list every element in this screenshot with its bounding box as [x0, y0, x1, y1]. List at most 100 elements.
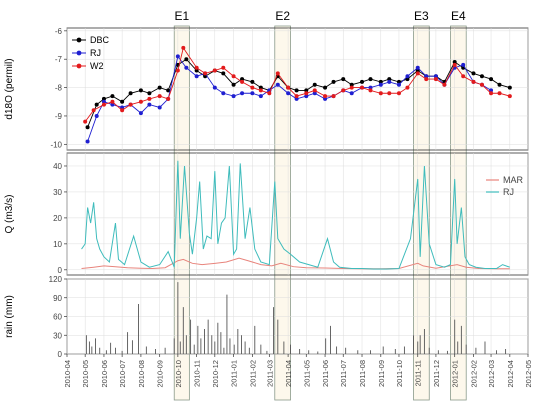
y-tick-label: 0: [58, 350, 63, 359]
data-point: [415, 68, 420, 73]
data-point: [212, 85, 217, 90]
x-tick-label: 2011-05: [302, 360, 311, 387]
data-point: [250, 85, 255, 90]
data-point: [378, 82, 383, 87]
data-point: [294, 94, 299, 99]
legend-entry-mar: MAR: [486, 175, 524, 185]
data-point: [166, 88, 171, 93]
y-tick-label: 60: [53, 313, 62, 322]
x-tick-label: 2011-11: [414, 360, 423, 386]
legend-marker: [76, 50, 82, 56]
x-tick-label: 2012-03: [487, 360, 496, 388]
x-tick-label: 2010-05: [81, 360, 90, 388]
data-point: [360, 79, 365, 84]
data-point: [424, 74, 429, 79]
data-point: [415, 65, 420, 70]
data-point: [424, 77, 429, 82]
data-point: [94, 102, 99, 107]
data-point: [304, 88, 309, 93]
legend-entry-rj: RJ: [72, 48, 101, 58]
data-point: [471, 79, 476, 84]
data-point: [368, 88, 373, 93]
data-point: [471, 71, 476, 76]
data-point: [181, 45, 186, 50]
panels: -10 -9 -8 -7 -6 d18O (permil) DBC RJ W2 0 10 20 30 40…: [4, 27, 529, 359]
data-point: [110, 99, 115, 104]
x-tick-label: 2011-06: [321, 360, 330, 387]
y-tick-label: -10: [50, 140, 62, 149]
x-tick-label: 2012-01: [451, 360, 460, 388]
series-rain: [85, 282, 507, 354]
x-tick-label: 2011-04: [284, 360, 293, 387]
data-point: [275, 82, 280, 87]
data-point: [461, 74, 466, 79]
event-box-e4: [450, 25, 467, 401]
data-point: [396, 82, 401, 87]
data-point: [221, 91, 226, 96]
data-point: [275, 71, 280, 76]
panel-d18o: -10 -9 -8 -7 -6 d18O (permil) DBC RJ W2: [4, 27, 529, 151]
data-point: [203, 71, 208, 76]
y-axis-label: rain (mm): [4, 295, 15, 338]
data-point: [194, 74, 199, 79]
data-point: [138, 111, 143, 116]
legend-label: DBC: [90, 35, 110, 45]
x-tick-label: 2011-07: [339, 360, 348, 387]
data-point: [138, 99, 143, 104]
panel-rain: 0 30 60 90 120 rain (mm): [4, 275, 529, 359]
data-point: [387, 77, 392, 82]
data-point: [184, 57, 189, 62]
event-label-e4: E4: [451, 9, 466, 23]
data-point: [175, 54, 180, 59]
data-point: [120, 99, 125, 104]
data-point: [231, 94, 236, 99]
legend-marker: [76, 37, 82, 43]
data-point: [507, 94, 512, 99]
data-point: [461, 62, 466, 67]
data-point: [212, 68, 217, 73]
x-tick-label: 2010-06: [100, 360, 109, 388]
data-point: [240, 91, 245, 96]
y-axis-label: d18O (permil): [4, 58, 15, 119]
data-point: [240, 77, 245, 82]
x-tick-label: 2010-07: [118, 360, 127, 388]
data-point: [323, 85, 328, 90]
y-tick-label: 10: [53, 240, 62, 249]
data-point: [138, 88, 143, 93]
x-tick-label: 2010-12: [211, 360, 220, 388]
data-point: [497, 91, 502, 96]
x-tick-label: 2011-08: [358, 360, 367, 387]
x-tick-label: 2012-04: [506, 360, 515, 388]
data-point: [368, 77, 373, 82]
data-point: [166, 96, 171, 101]
legend-label: MAR: [503, 175, 524, 185]
data-point: [110, 102, 115, 107]
data-point: [85, 139, 90, 144]
data-point: [323, 94, 328, 99]
data-point: [396, 91, 401, 96]
x-tick-label: 2011-10: [395, 360, 404, 387]
series-line: [81, 257, 510, 270]
legend-label: RJ: [90, 48, 101, 58]
y-tick-label: -6: [55, 27, 63, 36]
y-tick-label: 0: [58, 266, 63, 275]
legend-marker: [76, 63, 82, 69]
data-point: [120, 108, 125, 113]
data-point: [507, 85, 512, 90]
x-tick-label: 2011-12: [432, 360, 441, 387]
data-point: [489, 88, 494, 93]
event-labels: E1 E2 E3 E4: [174, 9, 466, 23]
data-point: [128, 102, 133, 107]
data-point: [341, 77, 346, 82]
data-point: [405, 85, 410, 90]
data-point: [341, 88, 346, 93]
x-tick-label: 2011-01: [230, 360, 239, 387]
data-point: [378, 91, 383, 96]
data-point: [250, 79, 255, 84]
y-tick-label: 30: [53, 188, 62, 197]
x-axis: 2010-04 2010-05 2010-06 2010-07 2010-08 2010-…: [63, 354, 533, 388]
data-point: [378, 79, 383, 84]
data-point: [147, 91, 152, 96]
y-tick-label: -9: [55, 112, 63, 121]
event-label-e1: E1: [174, 9, 189, 23]
